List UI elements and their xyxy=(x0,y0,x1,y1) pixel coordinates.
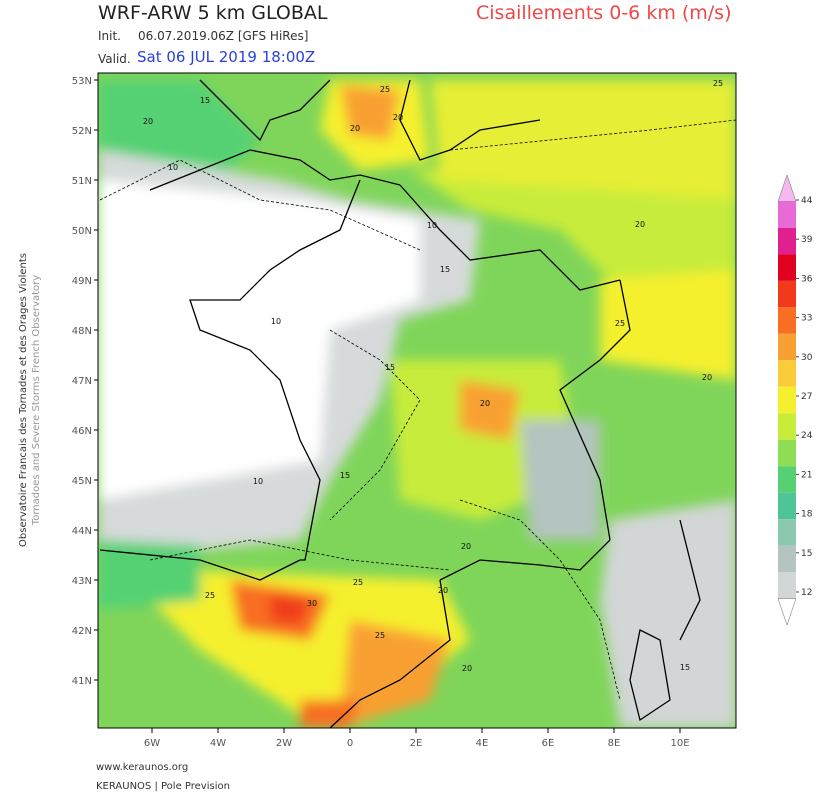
lon-label: 10E xyxy=(670,738,689,749)
colorbar-band xyxy=(778,439,796,467)
colorbar-band xyxy=(778,386,796,414)
lat-label: 52N xyxy=(72,126,92,137)
contour-label: 25 xyxy=(205,591,215,600)
model-title: WRF-ARW 5 km GLOBAL xyxy=(98,2,328,24)
contour-label: 20 xyxy=(461,542,471,551)
lon-label: 6E xyxy=(542,738,555,749)
colorbar-label: 15 xyxy=(801,549,812,559)
valid-value: Sat 06 JUL 2019 18:00Z xyxy=(137,48,316,66)
field-blobs xyxy=(98,80,736,728)
colorbar-label: 44 xyxy=(801,196,813,206)
colorbar-band xyxy=(778,333,796,361)
contour-label: 25 xyxy=(615,319,625,328)
colorbar-band xyxy=(778,466,796,493)
colorbar-band xyxy=(778,227,796,255)
lon-label: 0 xyxy=(347,738,353,749)
colorbar-label: 24 xyxy=(801,431,813,441)
lon-label: 2W xyxy=(276,738,292,749)
contour-label: 15 xyxy=(385,363,395,372)
lon-label: 6W xyxy=(144,738,160,749)
contour-label: 10 xyxy=(427,221,437,230)
lat-label: 46N xyxy=(72,426,92,437)
coastlines xyxy=(99,79,701,728)
contour-label: 30 xyxy=(307,599,317,608)
contour-label: 15 xyxy=(340,471,350,480)
contour-label: 25 xyxy=(713,79,723,88)
colorbar-cap xyxy=(777,174,797,202)
contour-label: 20 xyxy=(635,220,645,229)
init-label: Init. xyxy=(98,29,121,43)
colorbar-cap xyxy=(777,598,797,626)
footer-credit: KERAUNOS | Pole Prevision xyxy=(96,781,230,792)
contour-label: 25 xyxy=(380,85,390,94)
lon-label: 8E xyxy=(608,738,621,749)
contour-label: 20 xyxy=(393,113,403,122)
colorbar-band xyxy=(778,307,796,334)
colorbar-label: 21 xyxy=(801,470,812,480)
lat-label: 48N xyxy=(72,326,92,337)
field xyxy=(98,73,736,728)
colorbar-label: 30 xyxy=(801,353,813,363)
map-frame xyxy=(97,72,737,729)
lat-label: 53N xyxy=(72,76,92,87)
colorbar-label: 39 xyxy=(801,235,813,245)
lat-label: 49N xyxy=(72,276,92,287)
colorbar-band xyxy=(778,254,796,281)
contour-label: 10 xyxy=(168,163,178,172)
contour-label: 20 xyxy=(438,586,448,595)
lat-label: 44N xyxy=(72,526,92,537)
contour-label: 20 xyxy=(480,399,490,408)
contours xyxy=(99,119,736,701)
lat-label: 45N xyxy=(72,476,92,487)
colorbar-label: 27 xyxy=(801,392,812,402)
lat-label: 43N xyxy=(72,576,92,587)
colorbar-band xyxy=(778,545,796,573)
contour-label: 15 xyxy=(200,96,210,105)
contour-label: 20 xyxy=(462,664,472,673)
lon-label: 2E xyxy=(410,738,423,749)
colorbar-band xyxy=(778,413,796,440)
colorbar-band xyxy=(778,519,796,546)
colorbar-label: 36 xyxy=(801,274,813,284)
contour-label: 20 xyxy=(702,373,712,382)
contour-label: 25 xyxy=(375,631,385,640)
lat-label: 42N xyxy=(72,626,92,637)
colorbar-band xyxy=(778,360,796,387)
lon-label: 4W xyxy=(210,738,226,749)
contour-label: 10 xyxy=(253,477,263,486)
contour-label: 10 xyxy=(271,317,281,326)
parameter-title: Cisaillements 0-6 km (m/s) xyxy=(476,2,732,24)
lat-label: 41N xyxy=(72,676,92,687)
contour-label: 15 xyxy=(440,265,450,274)
lat-label: 50N xyxy=(72,226,92,237)
lat-label: 47N xyxy=(72,376,92,387)
valid-label: Valid. xyxy=(98,52,131,66)
colorbar-label: 18 xyxy=(801,510,813,520)
init-value: 06.07.2019.06Z [GFS HiRes] xyxy=(138,29,309,43)
contour-label: 20 xyxy=(143,117,153,126)
contour-label: 25 xyxy=(353,578,363,587)
footer-site: www.keraunos.org xyxy=(96,762,189,773)
colorbar-band xyxy=(778,280,796,308)
colorbar-label: 33 xyxy=(801,314,812,324)
lat-label: 51N xyxy=(72,176,92,187)
contour-label: 15 xyxy=(680,663,690,672)
colorbar-band xyxy=(778,492,796,520)
side-text: Observatoire Francais des Tornades et de… xyxy=(18,253,29,547)
colorbar-label: 12 xyxy=(801,588,812,598)
contour-label: 20 xyxy=(350,124,360,133)
side-text: Tornadoes and Severe Storms French Obser… xyxy=(31,275,42,526)
colorbar-band xyxy=(778,201,796,228)
lon-label: 4E xyxy=(476,738,489,749)
colorbar-band xyxy=(778,572,796,599)
